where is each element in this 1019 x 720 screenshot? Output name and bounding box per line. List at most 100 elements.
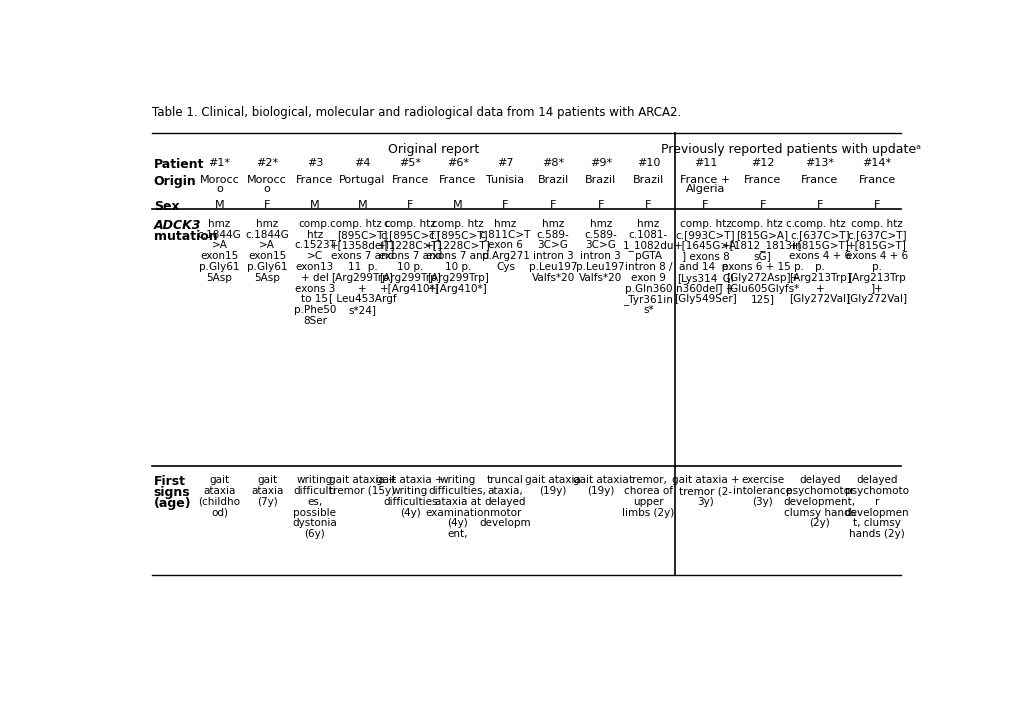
Text: ataxia: ataxia — [251, 486, 283, 496]
Text: Original report: Original report — [388, 143, 479, 156]
Text: >A: >A — [259, 240, 275, 251]
Text: comp. htz: comp. htz — [384, 219, 435, 229]
Text: r: r — [874, 497, 878, 507]
Text: s*24]: s*24] — [348, 305, 376, 315]
Text: writing: writing — [439, 475, 476, 485]
Text: psychomotor: psychomotor — [785, 486, 853, 496]
Text: +[Arg410*]: +[Arg410*] — [380, 284, 439, 294]
Text: hmz: hmz — [208, 219, 230, 229]
Text: >C: >C — [307, 251, 323, 261]
Text: comp.: comp. — [299, 219, 330, 229]
Text: dystonia: dystonia — [292, 518, 337, 528]
Text: F: F — [501, 199, 508, 210]
Text: clumsy hands: clumsy hands — [783, 508, 855, 518]
Text: +[1228C>T]: +[1228C>T] — [425, 240, 490, 251]
Text: + del: + del — [301, 273, 328, 283]
Text: ataxia,: ataxia, — [487, 486, 523, 496]
Text: France: France — [800, 175, 838, 185]
Text: 10 p.: 10 p. — [396, 262, 423, 272]
Text: p.Gln360: p.Gln360 — [624, 284, 672, 294]
Text: developmen: developmen — [844, 508, 908, 518]
Text: +: + — [358, 284, 367, 294]
Text: ] exons 8: ] exons 8 — [681, 251, 729, 261]
Text: (7y): (7y) — [257, 497, 277, 507]
Text: France: France — [391, 175, 428, 185]
Text: Brazil: Brazil — [537, 175, 569, 185]
Text: 5Asp: 5Asp — [254, 273, 280, 283]
Text: psychomoto: psychomoto — [844, 486, 908, 496]
Text: Valfs*20: Valfs*20 — [531, 273, 574, 283]
Text: upper: upper — [633, 497, 663, 507]
Text: #8*: #8* — [541, 158, 564, 168]
Text: [Glu605Glyfs*: [Glu605Glyfs* — [726, 284, 799, 294]
Text: [Gly549Ser]: [Gly549Ser] — [674, 294, 736, 305]
Text: exons 3: exons 3 — [294, 284, 334, 294]
Text: difficulties,: difficulties, — [428, 486, 486, 496]
Text: +: + — [815, 284, 823, 294]
Text: writing: writing — [297, 475, 332, 485]
Text: Previously reported patients with updateᵃ: Previously reported patients with update… — [660, 143, 920, 156]
Text: 3C>G: 3C>G — [585, 240, 615, 251]
Text: (childho: (childho — [199, 497, 240, 507]
Text: #10: #10 — [636, 158, 659, 168]
Text: 11  p.: 11 p. — [347, 262, 377, 272]
Text: and 14  p.: and 14 p. — [679, 262, 731, 272]
Text: [Arg213Trp: [Arg213Trp — [848, 273, 905, 283]
Text: examination: examination — [425, 508, 490, 518]
Text: [Arg299Trp]: [Arg299Trp] — [379, 273, 440, 283]
Text: Table 1. Clinical, biological, molecular and radiological data from 14 patients : Table 1. Clinical, biological, molecular… — [152, 106, 681, 119]
Text: gait ataxia: gait ataxia — [573, 475, 628, 485]
Text: gait ataxia: gait ataxia — [525, 475, 581, 485]
Text: difficulti: difficulti — [293, 486, 336, 496]
Text: (19y): (19y) — [587, 486, 613, 496]
Text: ataxia: ataxia — [203, 486, 235, 496]
Text: exons 4 + 6: exons 4 + 6 — [788, 251, 850, 261]
Text: hmz: hmz — [637, 219, 659, 229]
Text: #2*: #2* — [256, 158, 278, 168]
Text: ]+: ]+ — [870, 284, 882, 294]
Text: +[Arg410*]: +[Arg410*] — [428, 284, 487, 294]
Text: exons 4 + 6: exons 4 + 6 — [845, 251, 907, 261]
Text: hmz: hmz — [589, 219, 611, 229]
Text: #5*: #5* — [398, 158, 421, 168]
Text: c.1523T: c.1523T — [293, 240, 335, 251]
Text: #11: #11 — [693, 158, 716, 168]
Text: possible: possible — [293, 508, 336, 518]
Text: gait ataxia +: gait ataxia + — [376, 475, 443, 485]
Text: signs: signs — [154, 486, 191, 499]
Text: delayed: delayed — [798, 475, 840, 485]
Text: +[815G>T]: +[815G>T] — [789, 240, 849, 251]
Text: [Arg299Trp]: [Arg299Trp] — [331, 273, 393, 283]
Text: 3y): 3y) — [696, 497, 713, 507]
Text: delayed: delayed — [484, 497, 526, 507]
Text: writing: writing — [391, 486, 428, 496]
Text: F: F — [645, 199, 651, 210]
Text: Patient: Patient — [154, 158, 204, 171]
Text: c.1844G: c.1844G — [245, 230, 288, 240]
Text: p.: p. — [871, 262, 881, 272]
Text: tremor (15y): tremor (15y) — [329, 486, 395, 496]
Text: c.[895C>T]: c.[895C>T] — [428, 230, 487, 240]
Text: #12: #12 — [750, 158, 773, 168]
Text: France: France — [858, 175, 895, 185]
Text: hmz: hmz — [256, 219, 278, 229]
Text: +[1228C>T]: +[1228C>T] — [377, 240, 442, 251]
Text: chorea of: chorea of — [624, 486, 673, 496]
Text: es,: es, — [307, 497, 322, 507]
Text: c.1844G: c.1844G — [198, 230, 242, 240]
Text: comp. htz: comp. htz — [850, 219, 902, 229]
Text: mutation: mutation — [154, 230, 217, 243]
Text: exon15: exon15 — [248, 251, 286, 261]
Text: od): od) — [211, 508, 228, 518]
Text: First: First — [154, 475, 185, 488]
Text: M: M — [310, 199, 319, 210]
Text: 1_1082du: 1_1082du — [622, 240, 674, 251]
Text: Cys: Cys — [495, 262, 515, 272]
Text: [895C>T]: [895C>T] — [337, 230, 387, 240]
Text: M: M — [452, 199, 463, 210]
Text: comp. htz: comp. htz — [793, 219, 845, 229]
Text: p.Arg271: p.Arg271 — [481, 251, 529, 261]
Text: [Gly272Val]: [Gly272Val] — [789, 294, 850, 305]
Text: n360del] +: n360del] + — [676, 284, 734, 294]
Text: intolerance: intolerance — [733, 486, 792, 496]
